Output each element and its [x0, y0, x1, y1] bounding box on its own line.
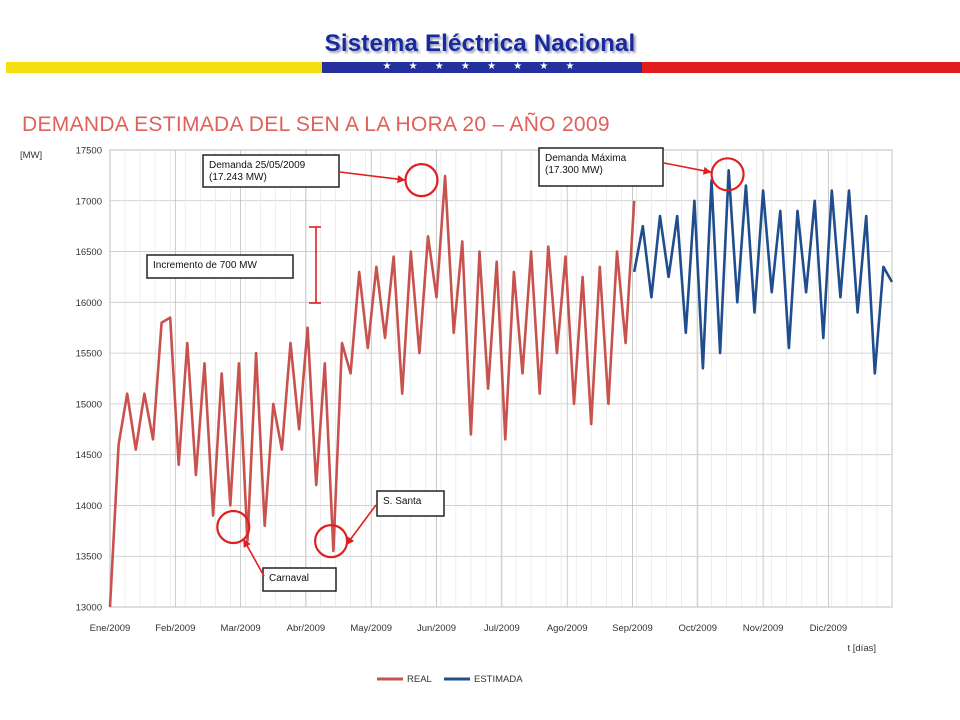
series-line-real: [108, 174, 636, 608]
x-tick-label: Mar/2009: [221, 623, 261, 634]
chart-title: DEMANDA ESTIMADA DEL SEN A LA HORA 20 – …: [22, 113, 610, 136]
y-axis-label: [MW]: [20, 150, 42, 161]
y-tick-label: 14500: [76, 450, 102, 461]
x-tick-label: Abr/2009: [287, 623, 326, 634]
anno-demanda-max-arrowhead: [702, 166, 712, 175]
x-tick-label: Dic/2009: [810, 623, 848, 634]
series-line-estimada: [632, 169, 894, 375]
anno-carnaval-arrowhead: [243, 538, 251, 548]
anno-demanda-max-arrow: [663, 162, 712, 174]
anno-demanda-may-text: (17.243 MW): [209, 172, 267, 183]
y-tick-label: 13000: [76, 603, 102, 614]
y-tick-label: 13500: [76, 552, 102, 563]
anno-demanda-may-arrow: [339, 171, 406, 181]
y-tick-label: 16500: [76, 247, 102, 258]
anno-demanda-max-circle: [710, 157, 745, 192]
anno-carnaval-text: Carnaval: [269, 573, 309, 584]
anno-carnaval-circle: [216, 509, 251, 545]
flag-red-stripe: [642, 62, 960, 73]
page-title: Sistema Eléctrica Nacional: [324, 30, 636, 57]
y-tick-label: 15000: [76, 399, 102, 410]
anno-incremento-box: [146, 254, 294, 279]
flag-yellow-stripe: [6, 62, 322, 73]
anno-semana-santa-box: [376, 490, 445, 517]
anno-demanda-may-text: Demanda 25/05/2009: [209, 160, 306, 171]
anno-demanda-max-text: Demanda Máxima: [545, 153, 627, 164]
anno-semana-santa-text: S. Santa: [383, 496, 422, 507]
y-tick-label: 16000: [76, 298, 102, 309]
y-tick-label: 17500: [76, 146, 102, 157]
x-tick-label: Feb/2009: [155, 623, 195, 634]
x-tick-label: Ene/2009: [90, 623, 131, 634]
flag-stars-icon: ★ ★ ★ ★ ★ ★ ★ ★: [382, 61, 582, 72]
x-tick-label: May/2009: [350, 623, 392, 634]
anno-demanda-max-box: [538, 147, 664, 187]
flag-stripe: ★ ★ ★ ★ ★ ★ ★ ★: [6, 61, 960, 73]
anno-demanda-may-arrowhead: [397, 175, 406, 184]
x-axis-label: t [días]: [847, 643, 876, 654]
anno-carnaval-box: [262, 567, 337, 592]
x-tick-label: Oct/2009: [679, 623, 718, 634]
x-tick-label: Jul/2009: [484, 623, 520, 634]
y-tick-label: 15500: [76, 349, 102, 360]
x-tick-label: Ago/2009: [547, 623, 588, 634]
anno-demanda-may-box: [202, 154, 340, 188]
anno-semana-santa-arrowhead: [346, 536, 355, 546]
anno-demanda-max-text: (17.300 MW): [545, 165, 603, 176]
legend-label-estimada: ESTIMADA: [474, 674, 523, 685]
legend-label-real: REAL: [407, 674, 432, 685]
anno-semana-santa-arrow: [345, 504, 377, 546]
y-tick-label: 14000: [76, 501, 102, 512]
x-tick-label: Jun/2009: [417, 623, 456, 634]
y-tick-label: 17000: [76, 196, 102, 207]
anno-incremento-text: Incremento de 700 MW: [153, 260, 257, 271]
x-tick-label: Nov/2009: [743, 623, 784, 634]
flag-blue-stripe: [322, 62, 642, 73]
x-tick-label: Sep/2009: [612, 623, 653, 634]
